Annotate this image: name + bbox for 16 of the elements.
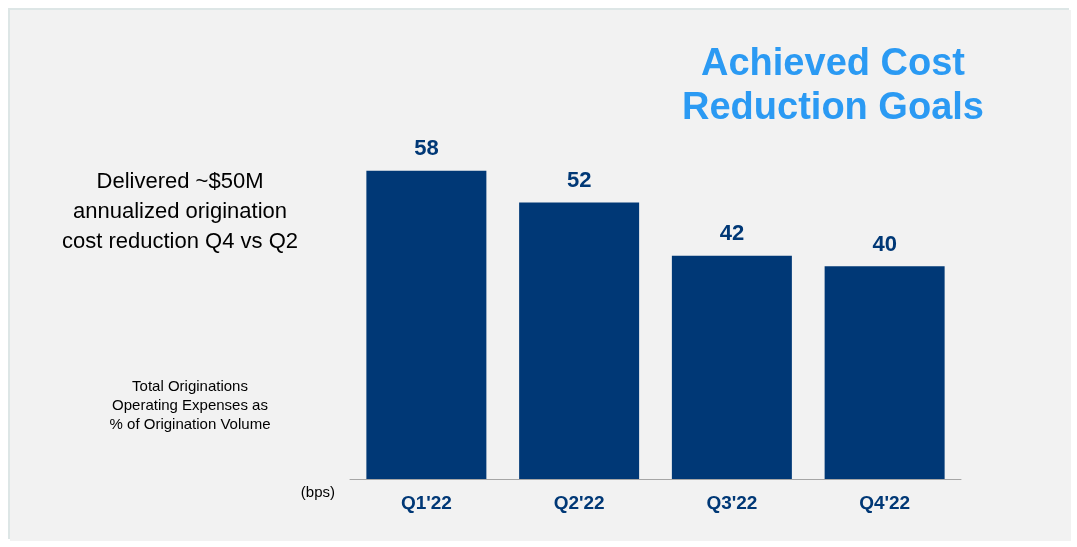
text: (bps)	[300, 483, 335, 500]
text: Delivered ~$50M annualized origination cost reduction Q4 vs Q2	[62, 167, 298, 253]
bar	[366, 170, 487, 479]
data-label: 52	[566, 167, 592, 193]
x-tick-label: Q2'22	[553, 492, 605, 513]
bar	[519, 202, 640, 479]
bar	[671, 255, 792, 479]
x-tick-label: Q4'22	[859, 492, 911, 513]
bar	[824, 266, 945, 479]
chart-title: Achieved Cost Reduction Goals	[682, 41, 984, 127]
data-label: 42	[719, 220, 745, 246]
x-tick-label: Q3'22	[706, 492, 758, 513]
x-tick-label: Q1'22	[400, 492, 452, 513]
data-label: 58	[414, 135, 439, 161]
data-label: 40	[872, 230, 897, 256]
text: Total Originations Operating Expenses as % of Origination Volume	[109, 377, 271, 432]
